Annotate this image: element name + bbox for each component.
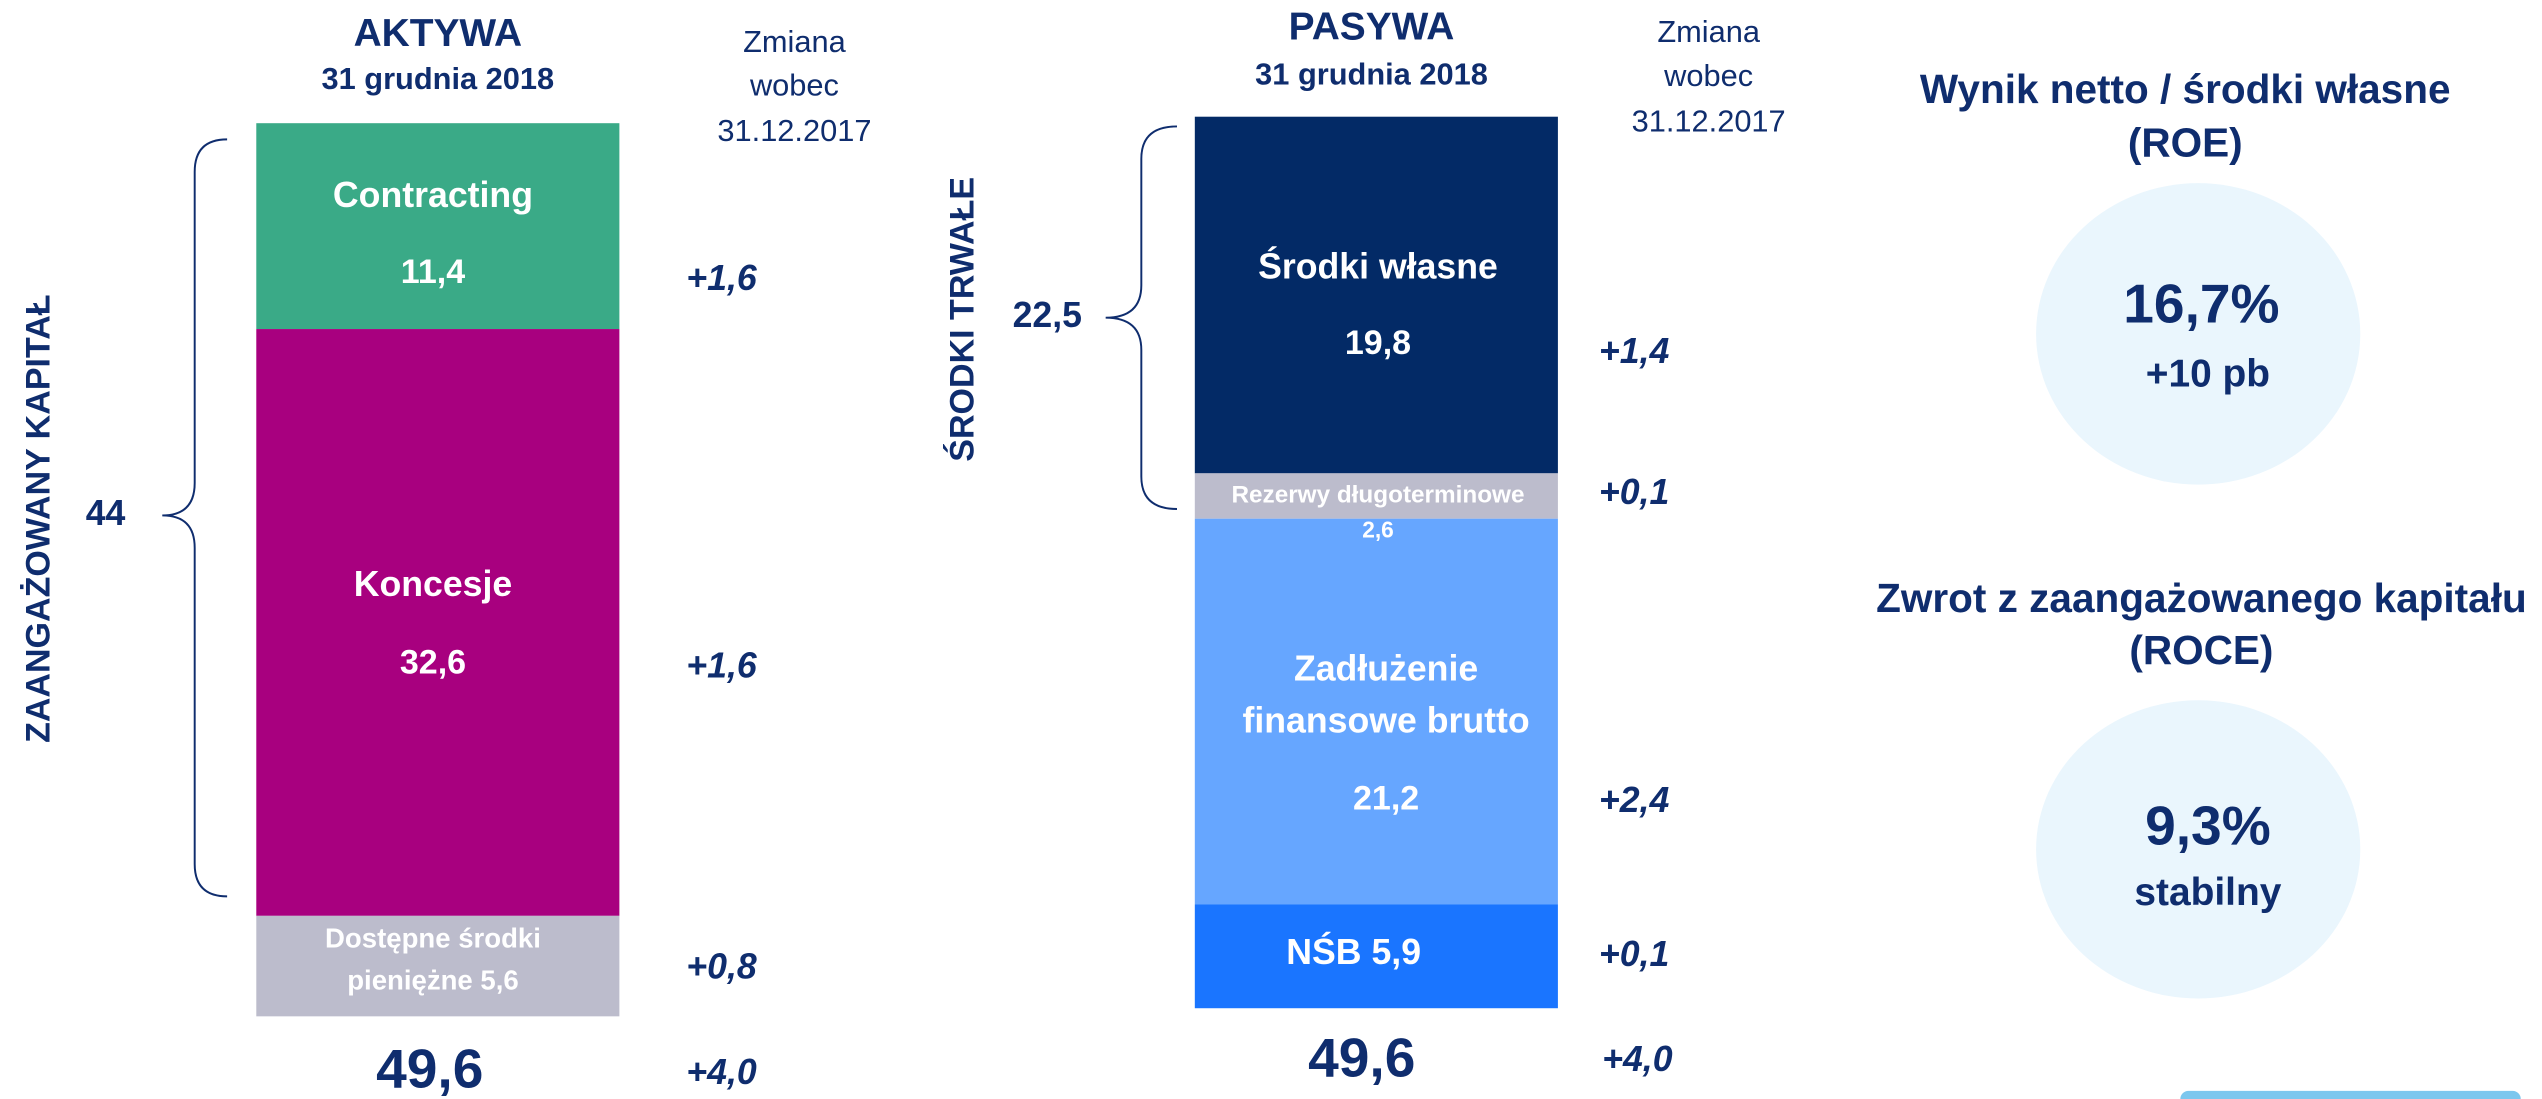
change: +1,6 <box>686 645 758 685</box>
segment-value: 21,2 <box>1353 780 1419 818</box>
kpi-value: 9,3% <box>2145 794 2271 856</box>
change: +4,0 <box>686 1052 757 1092</box>
segment <box>256 915 620 1017</box>
change: +0,1 <box>1599 472 1669 512</box>
brace-value: 22,5 <box>1013 295 1082 335</box>
segment <box>1194 473 1558 519</box>
change-header: 31.12.2017 <box>717 113 871 148</box>
change-header: wobec <box>1663 58 1753 93</box>
segment-name: Contracting <box>333 175 533 215</box>
segment-value: 11,4 <box>401 253 465 291</box>
decoration <box>2180 1090 2521 1099</box>
brace-label: ŚRODKI TRWAŁE <box>944 177 982 462</box>
kpi-circle <box>2036 183 2361 485</box>
segment-value: 32,6 <box>400 644 466 682</box>
change: +1,4 <box>1599 331 1670 371</box>
segment-name: Zadłużenie <box>1294 648 1478 688</box>
brace-value: 44 <box>86 493 126 533</box>
title: PASYWA <box>1289 5 1455 48</box>
kpi-title: (ROCE) <box>2129 627 2273 673</box>
segment-name: NŚB 5,9 <box>1286 932 1421 972</box>
change-header: 31.12.2017 <box>1632 103 1786 138</box>
segment <box>1194 116 1558 474</box>
brace <box>162 138 228 898</box>
change: +0,1 <box>1599 934 1669 974</box>
segment-value: 19,8 <box>1345 324 1411 362</box>
kpi-title: Wynik netto / środki własne <box>1920 66 2451 112</box>
segment-name: Dostępne środki <box>325 922 541 953</box>
segment-name: Rezerwy długoterminowe <box>1231 481 1524 508</box>
segment <box>1194 518 1558 905</box>
kpi-change: +10 pb <box>2146 352 2270 395</box>
change: +1,6 <box>686 258 758 298</box>
kpi-circle <box>2036 700 2361 999</box>
change-header: wobec <box>749 68 839 103</box>
change: +2,4 <box>1599 780 1670 820</box>
segment <box>256 123 620 330</box>
date: 31 grudnia 2018 <box>1255 56 1488 91</box>
segment <box>1194 904 1558 1009</box>
brace <box>1105 125 1177 510</box>
kpi-change: stabilny <box>2134 871 2281 914</box>
title: AKTYWA <box>354 12 523 55</box>
segment-name: pieniężne 5,6 <box>347 965 518 996</box>
kpi-title: (ROE) <box>2128 120 2243 166</box>
brace-label: ZAANGAŻOWANY KAPITAŁ <box>20 294 58 742</box>
kpi-value: 16,7% <box>2123 273 2279 335</box>
change-header: Zmiana <box>1657 14 1761 49</box>
kpi-title: Zwrot z zaangażowanego kapitału <box>1876 575 2527 621</box>
total: 49,6 <box>376 1038 483 1099</box>
segment-name: finansowe brutto <box>1242 700 1529 740</box>
change-header: Zmiana <box>743 24 847 59</box>
change: +0,8 <box>686 947 757 987</box>
total: 49,6 <box>1308 1026 1415 1088</box>
segment-name: Koncesje <box>354 564 513 604</box>
segment-value: 2,6 <box>1362 517 1394 543</box>
date: 31 grudnia 2018 <box>321 61 554 96</box>
segment-name: Środki własne <box>1258 246 1498 286</box>
segment <box>256 329 620 916</box>
change: +4,0 <box>1602 1039 1673 1079</box>
